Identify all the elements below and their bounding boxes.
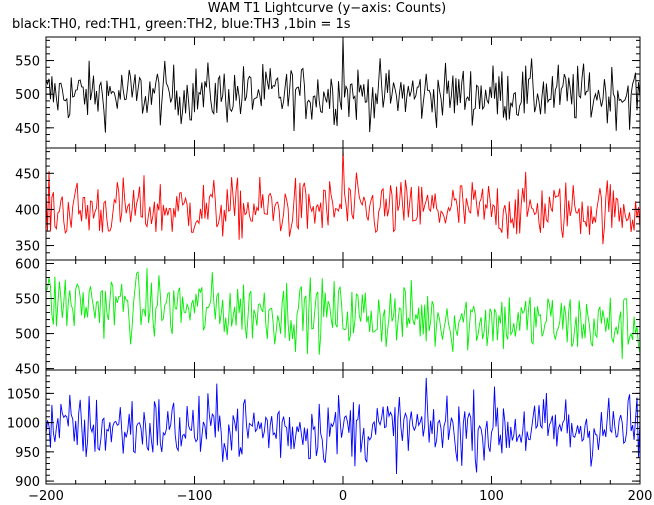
y-tick-label: 950 <box>15 446 40 461</box>
panel-th2: 450 500 550 600 <box>15 258 641 378</box>
y-tick-label: 500 <box>15 328 40 343</box>
y-tick-label: 550 <box>15 293 40 308</box>
panel-th1: 350 400 450 <box>15 147 641 261</box>
series-line-th0 <box>45 36 641 133</box>
y-tick-label: 1050 <box>7 387 40 402</box>
x-tick-label: 200 <box>628 489 653 504</box>
y-tick-label: 450 <box>15 363 40 378</box>
x-tick-label: 100 <box>479 489 504 504</box>
series-line-th2 <box>45 268 641 359</box>
y-tick-label: 600 <box>15 258 40 273</box>
panel-th0: 450 500 550 <box>15 36 641 149</box>
y-tick-label: 1000 <box>7 417 40 432</box>
chart-title: WAM T1 Lightcurve (y−axis: Counts) <box>207 1 447 16</box>
y-tick-label: 450 <box>15 167 40 182</box>
panel-th3: 900 950 1000 1050 <box>7 369 641 490</box>
y-tick-label: 900 <box>15 475 40 490</box>
x-tick-label: 0 <box>339 489 347 504</box>
x-tick-label: −100 <box>177 489 213 504</box>
y-tick-label: 500 <box>15 88 40 103</box>
series-line-th3 <box>45 377 641 475</box>
y-tick-label: 550 <box>15 55 40 70</box>
chart-subtitle: black:TH0, red:TH1, green:TH2, blue:TH3 … <box>12 17 351 32</box>
y-tick-label: 350 <box>15 240 40 255</box>
x-tick-label: −200 <box>28 489 64 504</box>
y-tick-label: 400 <box>15 203 40 218</box>
series-line-th1 <box>45 147 641 245</box>
y-tick-label: 450 <box>15 122 40 137</box>
